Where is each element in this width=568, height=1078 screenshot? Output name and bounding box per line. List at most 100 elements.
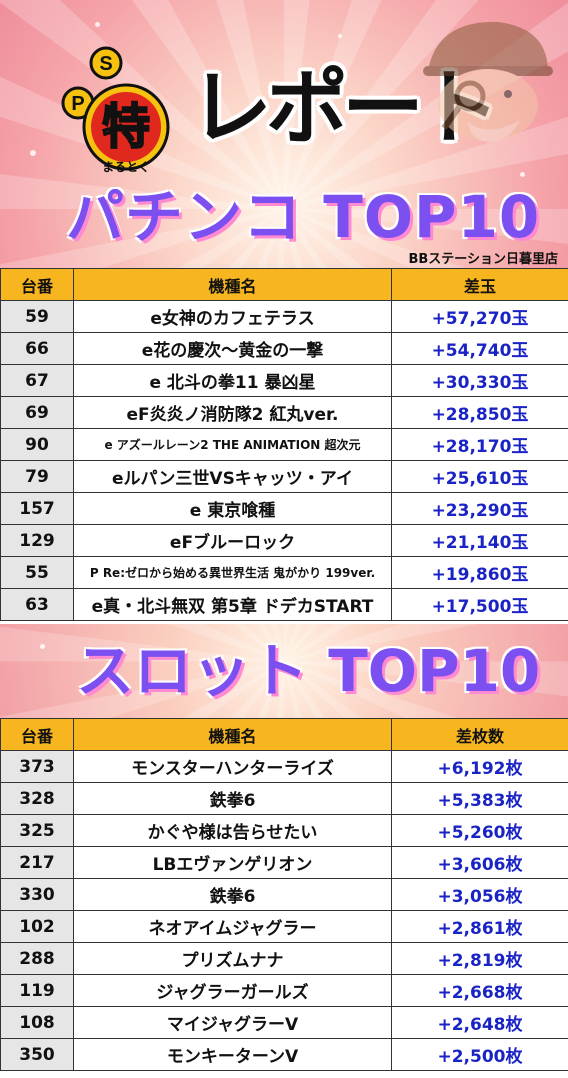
column-header-number: 台番: [0, 268, 74, 301]
table-row: 129 eFブルーロック +21,140玉: [0, 524, 568, 557]
sparkle-icon: [40, 644, 45, 649]
machine-number: 108: [0, 1006, 74, 1039]
machine-name: e アズールレーン2 THE ANIMATION 超次元: [73, 428, 392, 461]
logo-letter-s: S: [99, 53, 112, 75]
table-row: 325 かぐや様は告らせたい +5,260枚: [0, 814, 568, 847]
machine-name: ネオアイムジャグラー: [73, 910, 392, 943]
machine-number: 63: [0, 588, 74, 621]
diff-value: +3,606枚: [391, 846, 568, 879]
table-row: 217 LBエヴァンゲリオン +3,606枚: [0, 846, 568, 879]
machine-name: 鉄拳6: [73, 782, 392, 815]
table-row: 157 e 東京喰種 +23,290玉: [0, 492, 568, 525]
machine-name: LBエヴァンゲリオン: [73, 846, 392, 879]
machine-number: 217: [0, 846, 74, 879]
table-header-row: 台番 機種名 差玉: [0, 268, 568, 301]
column-header-diff: 差枚数: [391, 718, 568, 751]
logo-letter-p: P: [71, 93, 84, 115]
pachinko-title: パチンコ TOP10: [66, 183, 541, 251]
machine-number: 119: [0, 974, 74, 1007]
sparkle-icon: [338, 34, 342, 38]
table-row: 69 eF炎炎ノ消防隊2 紅丸ver. +28,850玉: [0, 396, 568, 429]
pachinko-table: 台番 機種名 差玉 59 e女神のカフェテラス +57,270玉 66 e花の慶次～黄…: [0, 268, 568, 621]
machine-name: P Re:ゼロから始める異世界生活 鬼がかり 199ver.: [73, 556, 392, 589]
machine-number: 90: [0, 428, 74, 461]
logo-sub: まるとく: [102, 160, 150, 174]
diff-value: +2,668枚: [391, 974, 568, 1007]
machine-number: 59: [0, 300, 74, 333]
table-row: 90 e アズールレーン2 THE ANIMATION 超次元 +28,170玉: [0, 428, 568, 461]
table-row: 59 e女神のカフェテラス +57,270玉: [0, 300, 568, 333]
machine-name: マイジャグラーV: [73, 1006, 392, 1039]
table-row: 373 モンスターハンターライズ +6,192枚: [0, 750, 568, 783]
diff-value: +6,192枚: [391, 750, 568, 783]
diff-value: +28,850玉: [391, 396, 568, 429]
logo-kanji: 特: [102, 99, 150, 155]
machine-name: ジャグラーガールズ: [73, 974, 392, 1007]
table-row: 119 ジャグラーガールズ +2,668枚: [0, 974, 568, 1007]
machine-name: eF炎炎ノ消防隊2 紅丸ver.: [73, 396, 392, 429]
sparkle-icon: [520, 172, 525, 177]
table-row: 66 e花の慶次～黄金の一撃 +54,740玉: [0, 332, 568, 365]
slot-table: 台番 機種名 差枚数 373 モンスターハンターライズ +6,192枚 328 鉄拳6…: [0, 718, 568, 1071]
diff-value: +2,819枚: [391, 942, 568, 975]
diff-value: +2,648枚: [391, 1006, 568, 1039]
diff-value: +25,610玉: [391, 460, 568, 493]
table-row: 67 e 北斗の拳11 暴凶星 +30,330玉: [0, 364, 568, 397]
diff-value: +30,330玉: [391, 364, 568, 397]
column-header-diff: 差玉: [391, 268, 568, 301]
column-header-number: 台番: [0, 718, 74, 751]
table-row: 102 ネオアイムジャグラー +2,861枚: [0, 910, 568, 943]
diff-value: +23,290玉: [391, 492, 568, 525]
diff-value: +5,383枚: [391, 782, 568, 815]
diff-value: +19,860玉: [391, 556, 568, 589]
machine-number: 325: [0, 814, 74, 847]
sparkle-icon: [520, 654, 525, 659]
machine-number: 288: [0, 942, 74, 975]
table-row: 63 e真・北斗無双 第5章 ドデカSTART +17,500玉: [0, 588, 568, 621]
machine-name: モンキーターンV: [73, 1038, 392, 1071]
machine-number: 157: [0, 492, 74, 525]
table-row: 108 マイジャグラーV +2,648枚: [0, 1006, 568, 1039]
header-banner: P S 特 まるとく レポート パチンコ TOP10 BBステーション日暮里店: [0, 0, 568, 268]
sparkle-icon: [30, 150, 36, 156]
machine-name: e 北斗の拳11 暴凶星: [73, 364, 392, 397]
machine-name: eルパン三世VSキャッツ・アイ: [73, 460, 392, 493]
diff-value: +5,260枚: [391, 814, 568, 847]
machine-number: 330: [0, 878, 74, 911]
machine-name: e花の慶次～黄金の一撃: [73, 332, 392, 365]
machine-number: 67: [0, 364, 74, 397]
machine-number: 69: [0, 396, 74, 429]
diff-value: +3,056枚: [391, 878, 568, 911]
diff-value: +54,740玉: [391, 332, 568, 365]
slot-banner: スロット TOP10: [0, 624, 568, 718]
diff-value: +28,170玉: [391, 428, 568, 461]
detective-mascot-icon: [423, 21, 553, 142]
machine-number: 66: [0, 332, 74, 365]
machine-number: 328: [0, 782, 74, 815]
table-row: 55 P Re:ゼロから始める異世界生活 鬼がかり 199ver. +19,860玉: [0, 556, 568, 589]
machine-name: モンスターハンターライズ: [73, 750, 392, 783]
machine-number: 79: [0, 460, 74, 493]
table-row: 350 モンキーターンV +2,500枚: [0, 1038, 568, 1071]
diff-value: +2,500枚: [391, 1038, 568, 1071]
column-header-model: 機種名: [73, 718, 392, 751]
column-header-model: 機種名: [73, 268, 392, 301]
store-name: BBステーション日暮里店: [408, 252, 558, 267]
table-header-row: 台番 機種名 差枚数: [0, 718, 568, 751]
machine-name: e女神のカフェテラス: [73, 300, 392, 333]
machine-number: 373: [0, 750, 74, 783]
diff-value: +17,500玉: [391, 588, 568, 621]
ps-logo-icon: P S 特 まるとく: [61, 46, 170, 174]
machine-number: 55: [0, 556, 74, 589]
table-row: 288 プリズムナナ +2,819枚: [0, 942, 568, 975]
diff-value: +21,140玉: [391, 524, 568, 557]
machine-number: 350: [0, 1038, 74, 1071]
diff-value: +2,861枚: [391, 910, 568, 943]
machine-name: プリズムナナ: [73, 942, 392, 975]
slot-title: スロット TOP10: [76, 637, 541, 705]
machine-number: 129: [0, 524, 74, 557]
machine-number: 102: [0, 910, 74, 943]
diff-value: +57,270玉: [391, 300, 568, 333]
machine-name: eFブルーロック: [73, 524, 392, 557]
